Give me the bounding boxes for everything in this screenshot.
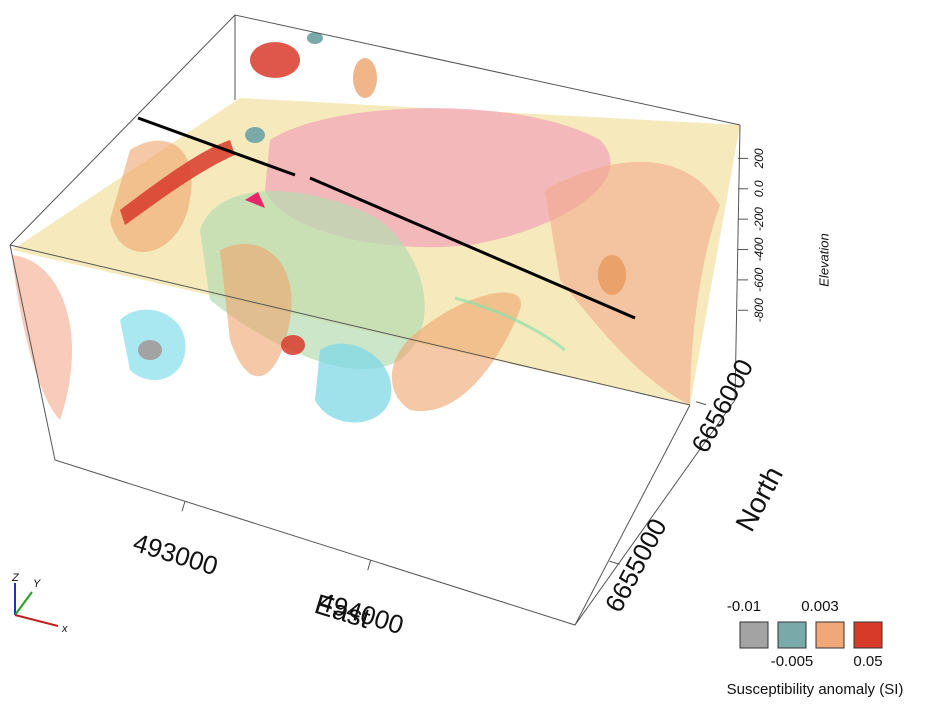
x-tick-label: 493000 <box>130 527 222 581</box>
z-axis-title: Elevation <box>816 233 831 286</box>
legend-label: -0.01 <box>727 598 761 615</box>
red-surface <box>281 335 305 355</box>
legend-label: -0.005 <box>771 653 814 670</box>
legend-title: Susceptibility anomaly (SI) <box>727 681 904 698</box>
triad-label: Y <box>33 578 41 590</box>
y-axis-title: North <box>729 461 789 536</box>
red-surface <box>250 42 300 78</box>
z-tick-label: -600 <box>752 268 766 292</box>
triad-label: x <box>61 623 68 635</box>
triad-y <box>15 592 32 615</box>
legend-label: 0.003 <box>801 598 839 615</box>
z-tick-label: -200 <box>752 207 766 231</box>
triad-x <box>15 615 58 626</box>
orange-surface <box>12 255 72 420</box>
x-tick <box>182 501 185 511</box>
teal-surface <box>245 127 265 143</box>
z-tick-label: -800 <box>752 298 766 322</box>
legend-swatch <box>778 622 806 648</box>
chart: Z Y x East North Elevation Susceptibilit… <box>0 0 930 706</box>
z-tick-label: 200 <box>752 148 766 169</box>
orange-surface <box>598 255 626 295</box>
triad: Z Y x <box>11 572 68 635</box>
orange-surface <box>220 244 292 376</box>
y-tick <box>610 561 620 564</box>
x-tick <box>368 560 371 570</box>
legend-swatch <box>740 622 768 648</box>
legend-swatch <box>854 622 882 648</box>
orange-surface <box>353 58 377 98</box>
z-tick-label: 0.0 <box>752 180 766 197</box>
legend-swatch <box>816 622 844 648</box>
scene <box>10 15 740 625</box>
z-tick-label: -400 <box>752 237 766 261</box>
gray-surface <box>138 340 162 360</box>
legend-label: 0.05 <box>853 653 882 670</box>
y-tick-label: 6655000 <box>599 513 673 616</box>
y-tick <box>696 402 706 405</box>
triad-label: Z <box>11 572 20 584</box>
